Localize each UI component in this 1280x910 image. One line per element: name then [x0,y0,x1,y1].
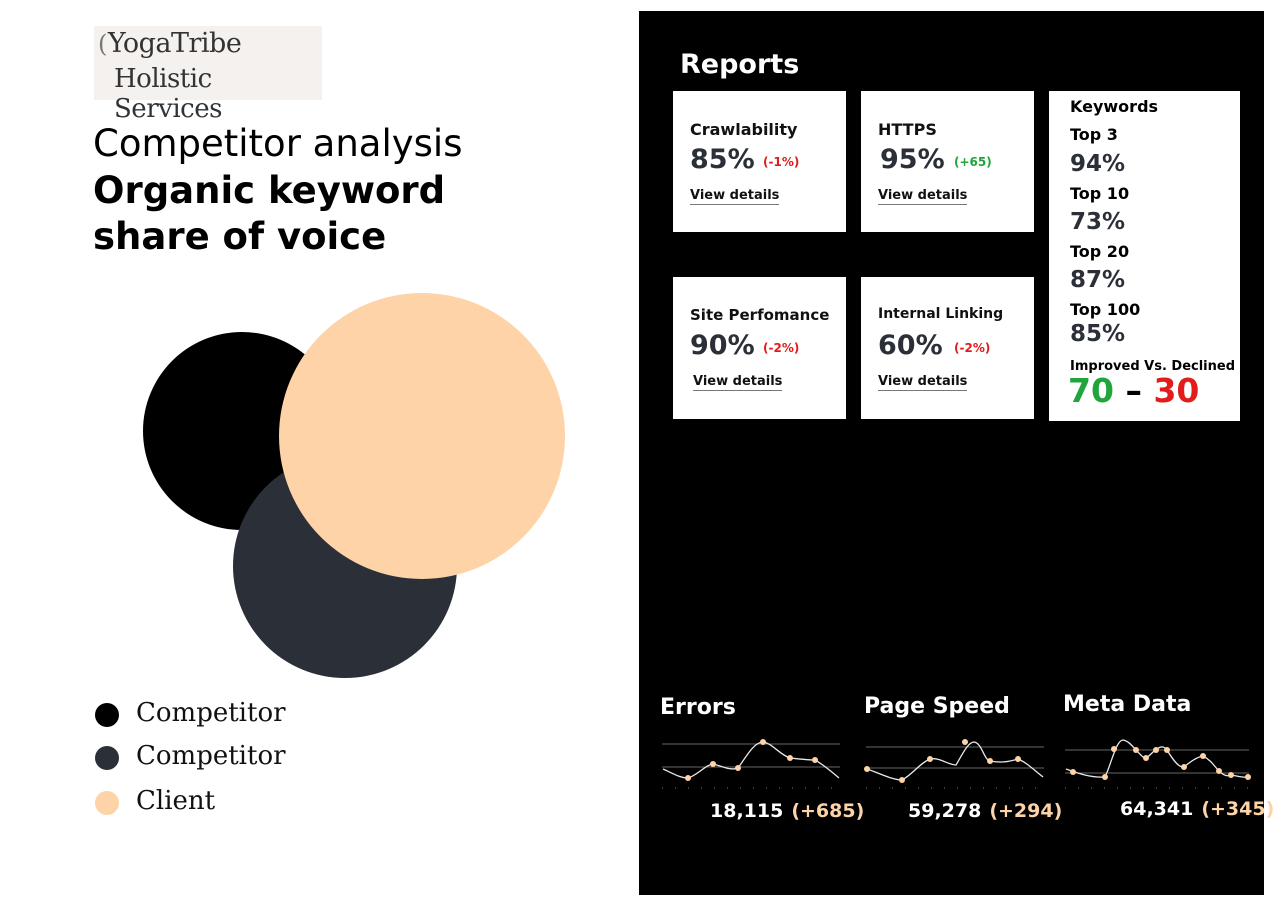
sparkline-point [1133,747,1139,753]
sparkline-point [899,777,905,783]
metric-total-errors: 18,115 (+685) [710,800,864,822]
sparkline-point [1070,769,1076,775]
metric-total-meta-data: 64,341 (+345) [1120,798,1274,820]
keyword-rank-label: Top 100 [1070,300,1141,319]
sparkline-point [812,757,818,763]
metric-total-change: (+345) [1201,798,1275,820]
separator: – [1125,371,1142,410]
card-value: 90% [690,330,755,361]
logo-line2: Holistic Services [114,64,222,124]
metric-total-change: (+685) [791,800,865,822]
sparkline-point [962,739,968,745]
legend-label: Competitor [136,741,286,771]
metric-total-change: (+294) [989,800,1063,822]
sparkline-point [864,766,870,772]
sparkline-point [760,739,766,745]
logo-mark-icon: ( [98,30,107,58]
card-site-performance: Site Perfomance 90% (-2%) View details [673,277,846,419]
sparkline-point [710,761,716,767]
legend-item-competitor-1: Competitor [94,698,314,728]
metric-title-errors: Errors [660,695,736,720]
view-details-link[interactable]: View details [693,374,783,391]
sparkline-point [1181,764,1187,770]
card-name: Site Perfomance [690,306,830,324]
card-name: Crawlability [690,120,798,139]
view-details-link[interactable]: View details [690,188,780,205]
sparkline-point [1015,756,1021,762]
sparkline-point [1153,747,1159,753]
metric-total-value: 64,341 [1120,798,1194,820]
card-value: 85% [690,144,755,175]
metric-total-value: 59,278 [908,800,982,822]
sparkline-point [1245,774,1251,780]
keyword-rank-value: 85% [1070,321,1126,347]
sparkline-point [735,765,741,771]
errors-sparkline [662,739,840,789]
sparkline-point [1164,747,1170,753]
keyword-rank-value: 73% [1070,209,1126,235]
improved-count: 70 [1068,371,1114,410]
reports-title: Reports [680,49,800,80]
metric-total-value: 18,115 [710,800,784,822]
page-speed-sparkline [864,739,1044,789]
card-value: 60% [878,330,943,361]
view-details-link[interactable]: View details [878,188,968,205]
declined-count: 30 [1153,371,1200,410]
sparkline-point [1228,772,1234,778]
sparkline-point [1143,755,1149,761]
view-details-link[interactable]: View details [878,374,968,391]
sparkline-point [927,756,933,762]
keyword-rank-label: Top 3 [1070,125,1118,144]
legend-dot [95,791,119,815]
card-crawlability: Crawlability 85% (-1%) View details [673,91,846,232]
keyword-rank-value: 94% [1070,151,1126,177]
sparkline-point [1216,768,1222,774]
keyword-rank-label: Top 20 [1070,242,1130,261]
card-delta: (-2%) [763,341,800,355]
card-delta: (-2%) [954,341,991,355]
page-subtitle: Organic keyword share of voice [93,169,446,258]
card-name: HTTPS [878,120,937,139]
improved-vs-declined-label: Improved Vs. Declined [1070,359,1236,374]
card-delta: (+65) [954,155,992,169]
keywords-title: Keywords [1070,97,1159,116]
client-circle [279,293,565,579]
sparkline-point [685,775,691,781]
legend-item-client: Client [94,786,314,816]
legend-item-competitor-2: Competitor [94,741,314,771]
keywords-card: Keywords Top 3 94% Top 10 73% Top 20 87%… [1049,91,1240,421]
meta-data-sparkline [1065,739,1251,789]
logo-line1: YogaTribe [107,28,242,59]
metric-title-page-speed: Page Speed [864,694,1010,719]
legend-dot [95,746,119,770]
sparkline-point [1111,746,1117,752]
share-of-voice-venn [143,293,565,678]
keyword-rank-label: Top 10 [1070,184,1130,203]
keyword-rank-value: 87% [1070,267,1126,293]
card-https: HTTPS 95% (+65) View details [861,91,1034,232]
card-value: 95% [880,144,945,175]
card-delta: (-1%) [763,155,800,169]
legend-dot [95,703,119,727]
legend-label: Competitor [136,698,286,728]
sparkline-point [987,758,993,764]
legend-label: Client [136,786,216,816]
sparkline-point [1200,753,1206,759]
company-logo: (YogaTribe Holistic Services [94,26,322,124]
sparkline-point [1102,774,1108,780]
metric-total-page-speed: 59,278 (+294) [908,800,1062,822]
metric-title-meta-data: Meta Data [1063,692,1192,717]
page-title: Competitor analysis [93,122,463,165]
card-internal-linking: Internal Linking 60% (-2%) View details [861,277,1034,419]
improved-vs-declined-values: 70 – 30 [1068,371,1199,410]
sparkline-point [787,755,793,761]
card-name: Internal Linking [878,306,1004,322]
